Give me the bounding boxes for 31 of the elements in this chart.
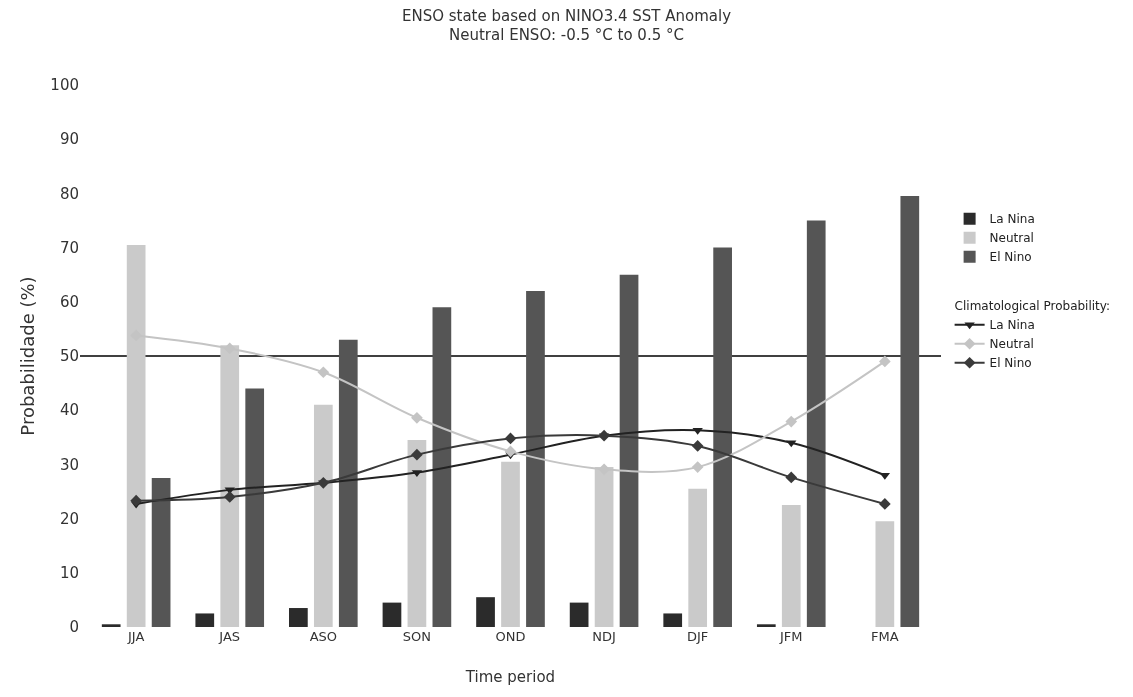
- y-tick-label: 80: [59, 184, 79, 203]
- x-tick-label: OND: [495, 629, 526, 644]
- x-tick-label: JAS: [218, 629, 241, 644]
- y-axis-title: Probabilidade (%): [17, 276, 38, 436]
- legend-label: Neutral: [989, 337, 1034, 352]
- y-tick-label: 0: [69, 618, 79, 637]
- legend-label: El Nino: [989, 250, 1032, 265]
- y-tick-label: 40: [59, 401, 79, 420]
- legend-label: El Nino: [989, 356, 1032, 371]
- x-tick-label: FMA: [871, 629, 899, 644]
- x-tick-label: SON: [402, 629, 432, 644]
- x-tick-label: DJF: [687, 629, 709, 644]
- x-axis-title: Time period: [464, 668, 556, 686]
- y-tick-label: 60: [59, 293, 79, 312]
- y-tick-label: 10: [59, 564, 79, 583]
- legend-label: La Nina: [989, 318, 1035, 333]
- y-tick-label: 20: [59, 509, 79, 528]
- legend-title: Climatological Probability:: [954, 299, 1111, 314]
- y-tick-label: 70: [59, 238, 79, 257]
- legend-label: La Nina: [989, 212, 1035, 227]
- chart-subtitle: Neutral ENSO: -0.5 °C to 0.5 °C: [449, 26, 684, 45]
- y-tick-label: 50: [59, 347, 79, 366]
- y-tick-label: 30: [59, 455, 79, 474]
- x-tick-label: JFM: [778, 629, 803, 644]
- x-tick-label: NDJ: [592, 629, 616, 644]
- y-tick-label: 90: [59, 130, 79, 149]
- x-tick-label: JJA: [126, 629, 145, 644]
- x-tick-label: ASO: [309, 629, 338, 644]
- legend-label: Neutral: [989, 231, 1034, 246]
- chart-title: ENSO state based on NINO3.4 SST Anomaly: [401, 6, 732, 25]
- y-tick-label: 100: [50, 76, 79, 95]
